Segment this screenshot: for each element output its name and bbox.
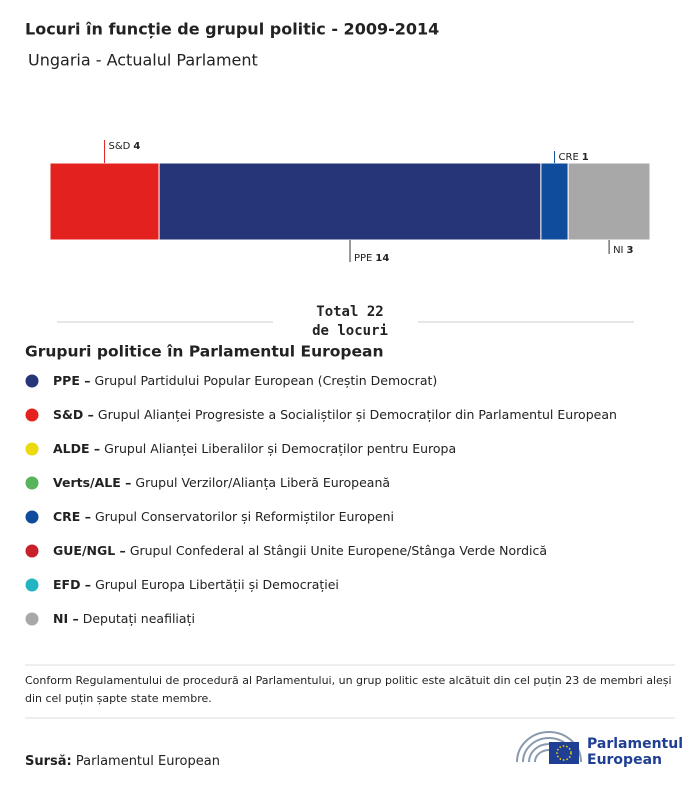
- source-label: Sursă:: [25, 754, 72, 769]
- legend-entry: ALDE – Grupul Alianței Liberalilor și Dem…: [53, 441, 456, 456]
- chart-title: Locuri în funcție de grupul politic - 20…: [25, 20, 439, 39]
- legend-desc: Grupul Alianței Progresiste a Socialiști…: [98, 407, 617, 422]
- total-prefix: Total: [316, 304, 358, 320]
- bar-segment: [158, 162, 542, 241]
- legend-entry: GUE/NGL – Grupul Confederal al Stângii Un…: [53, 543, 547, 558]
- legend-entry: Verts/ALE – Grupul Verzilor/Alianța Liber…: [53, 475, 390, 490]
- bar-segment: [567, 162, 651, 241]
- legend-dot: [25, 510, 39, 524]
- series-name: PPE: [354, 253, 372, 264]
- series-name: CRE: [559, 152, 579, 163]
- total-suffix: de locuri: [312, 323, 388, 339]
- source-text: Parlamentul European: [76, 754, 220, 769]
- legend-abbr: NI –: [53, 611, 79, 626]
- legend-abbr: GUE/NGL –: [53, 543, 126, 558]
- legend-desc: Grupul Alianței Liberalilor și Democrați…: [104, 441, 456, 456]
- value-label: 3: [627, 245, 634, 256]
- value-label: 4: [133, 141, 140, 152]
- series-name: S&D: [109, 141, 131, 152]
- legend-entry: PPE – Grupul Partidului Popular European …: [53, 373, 437, 388]
- logo-text: European: [587, 752, 662, 768]
- legend-entry: CRE – Grupul Conservatorilor și Reformișt…: [53, 509, 394, 524]
- legend-abbr: PPE –: [53, 373, 90, 388]
- legend-dot: [25, 442, 39, 456]
- legend-entry: NI – Deputați neafiliați: [53, 611, 195, 626]
- legend-desc: Grupul Verzilor/Alianța Liberă Europeană: [135, 475, 390, 490]
- source: Sursă: Parlamentul European: [25, 754, 220, 769]
- legend-entry: EFD – Grupul Europa Libertății și Democra…: [53, 577, 339, 592]
- data-label: NI 3: [613, 245, 633, 256]
- legend-dot: [25, 476, 39, 490]
- legend-dot: [25, 544, 39, 558]
- legend-desc: Deputați neafiliați: [83, 611, 195, 626]
- bar-segment: [49, 162, 160, 241]
- legend-desc: Grupul Confederal al Stângii Unite Europ…: [130, 543, 547, 558]
- legend-abbr: ALDE –: [53, 441, 100, 456]
- legend-desc: Grupul Partidului Popular European (Creș…: [94, 373, 437, 388]
- legend-dot: [25, 408, 39, 422]
- legend-title: Grupuri politice în Parlamentul European: [25, 343, 384, 361]
- logo: Parlamentul European: [516, 731, 683, 768]
- bar-segment: [540, 162, 569, 241]
- logo-text: Parlamentul: [587, 736, 683, 752]
- legend-dot: [25, 374, 39, 388]
- total-label: Total 22: [316, 304, 383, 320]
- legend-abbr: Verts/ALE –: [53, 475, 131, 490]
- legend-dot: [25, 578, 39, 592]
- legend-desc: Grupul Conservatorilor și Reformiștilor …: [95, 509, 394, 524]
- legend-desc: Grupul Europa Libertății și Democrației: [95, 577, 339, 592]
- data-label: CRE 1: [559, 152, 589, 163]
- legend-abbr: EFD –: [53, 577, 91, 592]
- legend-dot: [25, 612, 39, 626]
- legend-abbr: S&D –: [53, 407, 94, 422]
- footnote: Conform Regulamentului de procedură al P…: [25, 674, 672, 705]
- value-label: 14: [375, 253, 389, 264]
- value-label: 1: [582, 152, 589, 163]
- data-label: S&D 4: [109, 141, 141, 152]
- legend-abbr: CRE –: [53, 509, 91, 524]
- series-name: NI: [613, 245, 623, 256]
- total-value: 22: [367, 304, 384, 320]
- chart-subtitle: Ungaria - Actualul Parlament: [28, 51, 258, 70]
- legend-entry: S&D – Grupul Alianței Progresiste a Socia…: [53, 407, 617, 422]
- data-label: PPE 14: [354, 253, 389, 264]
